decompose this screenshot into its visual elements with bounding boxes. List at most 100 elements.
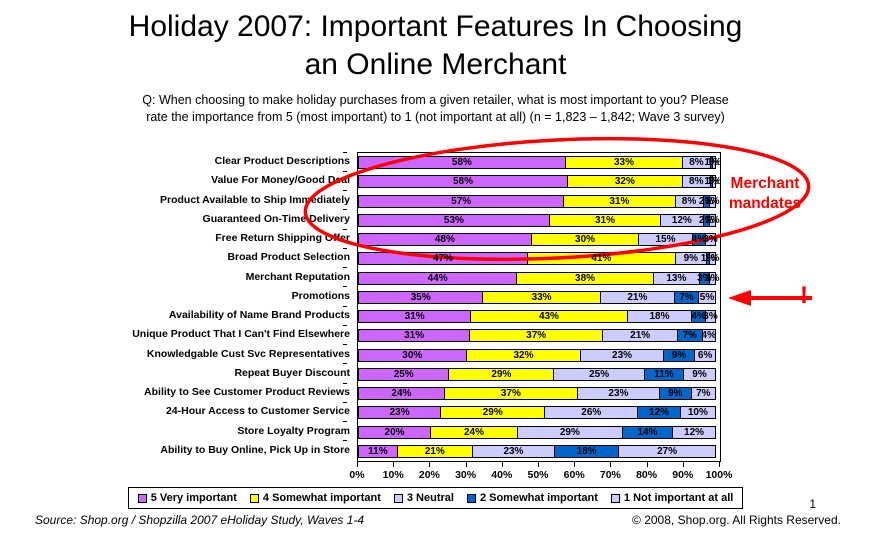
- source-note: Source: Shop.org / Shopzilla 2007 eHolid…: [35, 513, 365, 527]
- bar-segment-value: 2%: [705, 253, 720, 265]
- y-axis-tick: [343, 344, 347, 345]
- bar-segment: 2%: [705, 271, 720, 285]
- bar-segment-value: 1%: [706, 157, 722, 169]
- bar-row: 57% 31% 8% 2% 2%: [358, 192, 720, 211]
- bar-segment: 21%: [396, 444, 473, 458]
- bar-segment: 2%: [705, 252, 720, 266]
- category-axis: Clear Product Descriptions Value For Mone…: [0, 151, 350, 462]
- bar-segment-value: 30%: [402, 349, 423, 361]
- bar-row: 53% 31% 12% 2% 2%: [358, 211, 720, 230]
- x-axis-tick-label: 60%: [563, 469, 585, 481]
- bar-segment: 7%: [673, 290, 700, 304]
- x-axis-tick: [538, 462, 539, 467]
- legend-label: 3 Neutral: [406, 492, 454, 504]
- bar-segment-value: 9%: [668, 388, 683, 400]
- bar-segment-value: 14%: [637, 426, 658, 438]
- bar-segment: 32%: [465, 348, 582, 362]
- bar-segment-value: 23%: [389, 407, 410, 419]
- bar-segment: 41%: [527, 252, 676, 266]
- bar-segment: 37%: [443, 387, 578, 401]
- bar-segment: 3%: [697, 271, 712, 285]
- bar-segment: 7%: [690, 387, 716, 401]
- stacked-bar: 20% 24% 29% 14% 12%: [358, 425, 720, 439]
- bar-segment-value: 25%: [393, 368, 414, 380]
- y-axis-tick: [343, 421, 347, 422]
- x-axis-tick-label: 40%: [491, 469, 513, 481]
- bar-segment: 29%: [516, 425, 623, 439]
- bar-segment: 25%: [553, 367, 645, 381]
- bar-segment-value: 31%: [404, 311, 425, 323]
- bar-segment-value: 20%: [384, 426, 405, 438]
- stacked-bar: 31% 43% 18% 4% 3%: [358, 310, 720, 324]
- bar-segment: 1%: [707, 175, 721, 189]
- bar-row: 31% 43% 18% 4% 3%: [358, 307, 720, 326]
- bar-segment-value: 31%: [404, 330, 425, 342]
- y-axis-tick: [343, 247, 347, 249]
- stacked-bar: 57% 31% 8% 2% 2%: [358, 194, 720, 208]
- exclamation-annotation: !: [800, 282, 808, 309]
- bar-segment-value: 5%: [699, 291, 715, 303]
- bar-segment-value: 13%: [666, 272, 687, 284]
- bar-segment: 7%: [677, 329, 703, 343]
- bar-segment: 37%: [469, 329, 604, 343]
- page-number: 1: [809, 497, 816, 511]
- bar-segment-value: 43%: [538, 311, 559, 323]
- bar-segment: 31%: [358, 310, 472, 324]
- bar-segment: 25%: [358, 367, 450, 381]
- bar-row: 20% 24% 29% 14% 12%: [358, 423, 720, 442]
- category-label: 24-Hour Access to Customer Service: [165, 405, 350, 418]
- x-axis-tick-label: 70%: [599, 469, 621, 481]
- legend-swatch-icon: [137, 493, 147, 503]
- y-axis-tick: [343, 267, 347, 268]
- x-axis-tick: [610, 462, 612, 467]
- bar-segment: 29%: [440, 406, 546, 420]
- x-axis-tick: [429, 462, 431, 467]
- x-axis-tick: [465, 462, 467, 467]
- legend-swatch-icon: [393, 493, 403, 503]
- bar-segment: 26%: [544, 406, 639, 420]
- x-axis-tick-label: 20%: [418, 469, 440, 481]
- bar-segment: 3%: [703, 233, 718, 247]
- bar-segment: 35%: [358, 290, 484, 304]
- legend-label: 2 Somewhat important: [479, 492, 598, 504]
- bar-segment-value: 26%: [581, 407, 602, 419]
- x-axis-tick: [682, 462, 684, 467]
- bar-segment: 30%: [530, 233, 640, 247]
- bar-segment: 12%: [660, 213, 704, 227]
- stacked-bar: 58% 32% 8% 1% 1%: [358, 175, 721, 189]
- bar-segment: 58%: [358, 156, 566, 170]
- bar-segment: 58%: [358, 175, 568, 189]
- bar-segment-value: 7%: [679, 291, 694, 303]
- stacked-bar: 30% 32% 23% 9% 6%: [358, 348, 720, 362]
- bar-row: 24% 37% 23% 9% 7%: [358, 384, 720, 403]
- bar-segment-value: 48%: [434, 234, 455, 246]
- bar-segment-value: 47%: [433, 253, 454, 265]
- bar-segment-value: 24%: [463, 426, 484, 438]
- bar-segment: 9%: [683, 367, 716, 381]
- bar-segment: 31%: [563, 194, 676, 208]
- bar-segment: 27%: [618, 444, 716, 458]
- bar-segment-value: 21%: [627, 291, 648, 303]
- y-axis-tick: [343, 228, 347, 230]
- promotions-arrow-head: [728, 290, 751, 306]
- category-label: Promotions: [291, 289, 350, 302]
- stacked-bar: 44% 38% 13% 3% 2%: [358, 271, 720, 285]
- bar-segment-value: 57%: [451, 195, 472, 207]
- bar-segment-value: 3%: [697, 272, 712, 284]
- y-axis-tick: [343, 286, 347, 288]
- bar-segment-value: 9%: [692, 368, 707, 380]
- stacked-bar: 24% 37% 23% 9% 7%: [358, 387, 720, 401]
- bar-segment: 4%: [701, 329, 716, 343]
- x-axis-tick-label: 90%: [672, 469, 694, 481]
- bar-row: 58% 32% 8% 1% 1%: [358, 172, 721, 191]
- x-axis-tick: [574, 462, 576, 467]
- bar-segment-value: 38%: [575, 272, 596, 284]
- y-axis-tick: [343, 324, 347, 326]
- category-label: Broad Product Selection: [227, 251, 350, 264]
- y-axis-tick: [343, 382, 347, 384]
- category-label: Merchant Reputation: [245, 270, 350, 283]
- bar-segment: 4%: [691, 310, 706, 324]
- bar-segment-value: 18%: [649, 311, 670, 323]
- category-label: Clear Product Descriptions: [214, 155, 350, 167]
- category-label: Ability to Buy Online, Pick Up in Store: [160, 443, 350, 456]
